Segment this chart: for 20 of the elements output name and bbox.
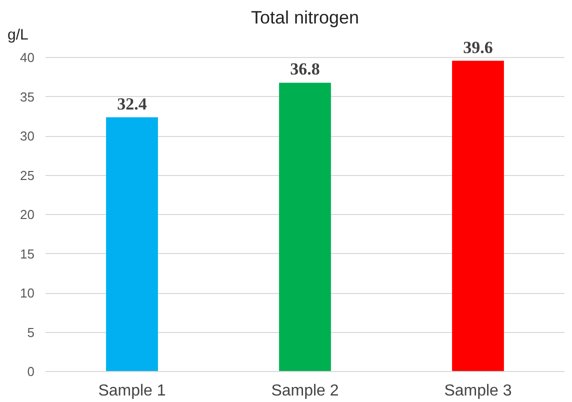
chart-title: Total nitrogen (250, 8, 360, 28)
y-tick-label: 30 (20, 128, 35, 144)
y-tick-label: 15 (20, 246, 35, 262)
data-label: 32.4 (117, 94, 148, 114)
x-tick-label: Sample 3 (444, 382, 512, 400)
y-tick-label: 5 (27, 324, 35, 340)
y-tick-label: 35 (20, 89, 35, 104)
y-tick-label: 20 (20, 207, 35, 222)
y-tick-label: 25 (20, 168, 35, 183)
y-axis-title: g/L (8, 26, 28, 44)
y-tick-label: 40 (20, 50, 35, 66)
bar (106, 117, 158, 372)
bar (452, 60, 504, 372)
y-tick-label: 10 (20, 286, 35, 301)
data-label: 36.8 (290, 60, 320, 79)
y-tick-label: 0 (27, 364, 35, 379)
bar (279, 82, 331, 372)
x-tick-label: Sample 1 (98, 382, 166, 400)
x-tick-label: Sample 2 (271, 382, 339, 400)
data-label: 39.6 (463, 38, 493, 57)
